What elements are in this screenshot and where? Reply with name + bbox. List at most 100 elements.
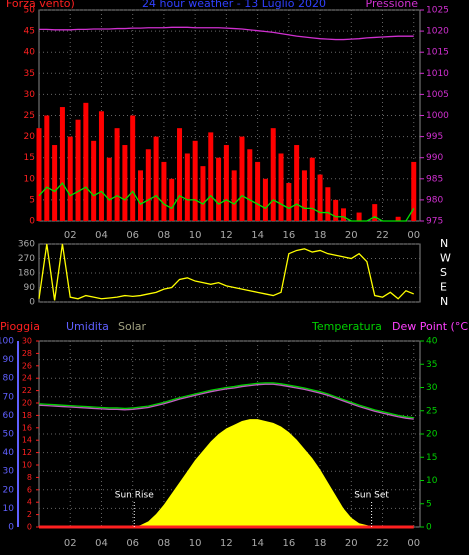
line [38,383,414,420]
humidity-label: Umidita [66,320,109,333]
y2-tick-label: 35 [426,360,437,370]
bar [395,216,401,221]
bar [301,170,307,221]
line [39,26,414,41]
direction-label: W [440,252,451,265]
bar [44,115,50,221]
y3-tick-label: 30 [22,337,32,346]
x-tick-label: 06 [126,538,139,549]
x-tick-label: 18 [314,538,327,549]
y2-tick-label: 985 [426,174,443,184]
bar [177,128,183,221]
bar [52,145,58,221]
x-tick-label: 22 [376,538,389,549]
y-tick-label: 40 [24,48,36,58]
x-tick-label: 12 [220,538,233,549]
y-tick-label: 45 [24,27,35,37]
y3-tick-label: 6 [27,485,32,494]
bar [411,161,417,221]
x-tick-label: 10 [189,538,202,549]
bar [192,140,198,221]
x-tick-label: 18 [314,230,327,241]
bar [114,128,120,221]
direction-label: E [440,281,447,294]
x-tick-label: 22 [376,230,389,241]
bar [137,170,143,221]
y2-tick-label: 995 [426,132,443,142]
x-tick-label: 14 [251,538,264,549]
bar [98,111,104,221]
y3-tick-label: 10 [22,461,32,470]
dewpoint-label: Dew Point (°C) [392,320,469,333]
direction-label: S [440,266,447,279]
bar [356,212,362,221]
bar [91,140,97,221]
y-tick-label: 25 [24,111,35,121]
y2-tick-label: 1015 [426,48,449,58]
y-tick-label: 80 [3,374,15,384]
y-tick-label: 10 [24,174,36,184]
y-tick-label: 0 [29,217,35,227]
bar [216,157,222,221]
x-tick-label: 04 [95,230,108,241]
y-tick-label: 50 [24,6,36,16]
bar [340,208,346,221]
solar-label: Solar [118,320,147,333]
area [39,419,414,527]
bar [231,170,237,221]
y3-tick-label: 28 [22,349,32,358]
y-tick-label: 90 [24,283,36,293]
y2-tick-label: 1025 [426,6,449,16]
rain-label: Pioggia [0,320,40,333]
line [38,243,415,301]
x-tick-label: 16 [282,538,295,549]
bar [200,166,206,221]
bar [270,128,276,221]
x-tick-label: 20 [345,230,358,241]
chart-title: 24 hour weather - 13 Luglio 2020 [142,0,326,10]
bar [223,145,229,221]
y-tick-label: 0 [8,523,14,533]
y3-tick-label: 12 [22,448,32,457]
x-tick-label: 08 [158,538,171,549]
x-tick-label: 12 [220,230,233,241]
bar [208,132,214,221]
y-tick-label: 360 [18,240,35,250]
y3-tick-label: 4 [27,498,32,507]
bar [309,157,315,221]
y2-tick-label: 1000 [426,111,449,121]
y-tick-label: 180 [18,269,35,279]
direction-label: N [440,237,448,250]
y2-tick-label: 975 [426,217,443,227]
y-tick-label: 0 [29,298,35,308]
bar [333,199,339,221]
bar [286,183,292,221]
plot-area [38,243,421,303]
y-tick-label: 40 [3,448,15,458]
y-label: Forza vento) [6,0,75,10]
bar [153,136,159,221]
y-tick-label: 70 [3,392,15,402]
y3-tick-label: 8 [27,473,32,482]
bar [67,136,73,221]
y2-tick-label: 20 [426,430,438,440]
y2-tick-label: 980 [426,195,443,205]
x-tick-label: 04 [95,538,108,549]
bar [83,102,89,221]
x-tick-label: 20 [345,538,358,549]
y3-tick-label: 14 [22,436,32,445]
y-tick-label: 35 [24,69,35,79]
y3-tick-label: 18 [22,411,32,420]
x-tick-label: 00 [407,230,420,241]
y2-tick-label: 40 [426,337,438,347]
y-tick-label: 30 [3,467,15,477]
direction-label: N [440,295,448,308]
y2-tick-label: 15 [426,453,437,463]
y2-tick-label: 10 [426,476,438,486]
y2-label: Pressione [366,0,419,10]
bar [239,136,245,221]
y-tick-label: 10 [3,504,15,514]
y-tick-label: 90 [3,355,15,365]
y2-tick-label: 0 [426,523,432,533]
